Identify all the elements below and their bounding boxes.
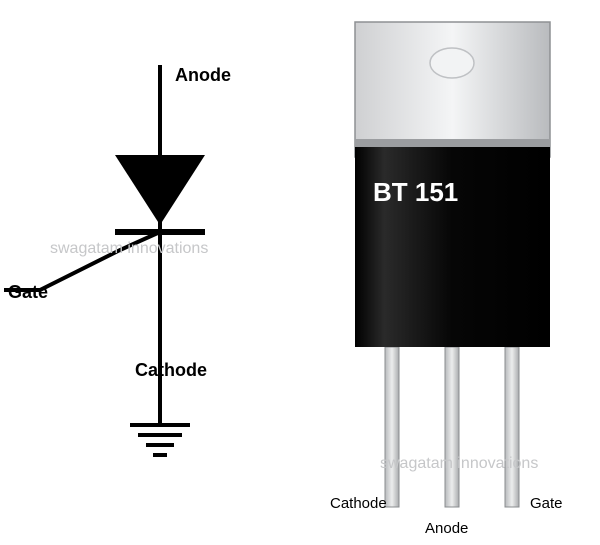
pin-anode-label: Anode	[425, 520, 468, 537]
anode-label: Anode	[175, 65, 231, 86]
cathode-label: Cathode	[135, 360, 207, 381]
lead-gate	[505, 347, 519, 507]
gate-label: Gate	[8, 282, 48, 303]
scr-schematic-symbol	[4, 65, 205, 455]
lead-anode	[445, 347, 459, 507]
pin-gate-label: Gate	[530, 495, 563, 512]
lead-cathode	[385, 347, 399, 507]
mounting-hole	[430, 48, 474, 78]
watermark-text: swagatam innovations	[380, 455, 538, 473]
scr-package	[355, 22, 550, 507]
metal-tab	[355, 22, 550, 157]
pin-cathode-label: Cathode	[330, 495, 387, 512]
part-number-label: BT 151	[373, 177, 458, 208]
watermark-text: swagatam innovations	[50, 240, 208, 258]
